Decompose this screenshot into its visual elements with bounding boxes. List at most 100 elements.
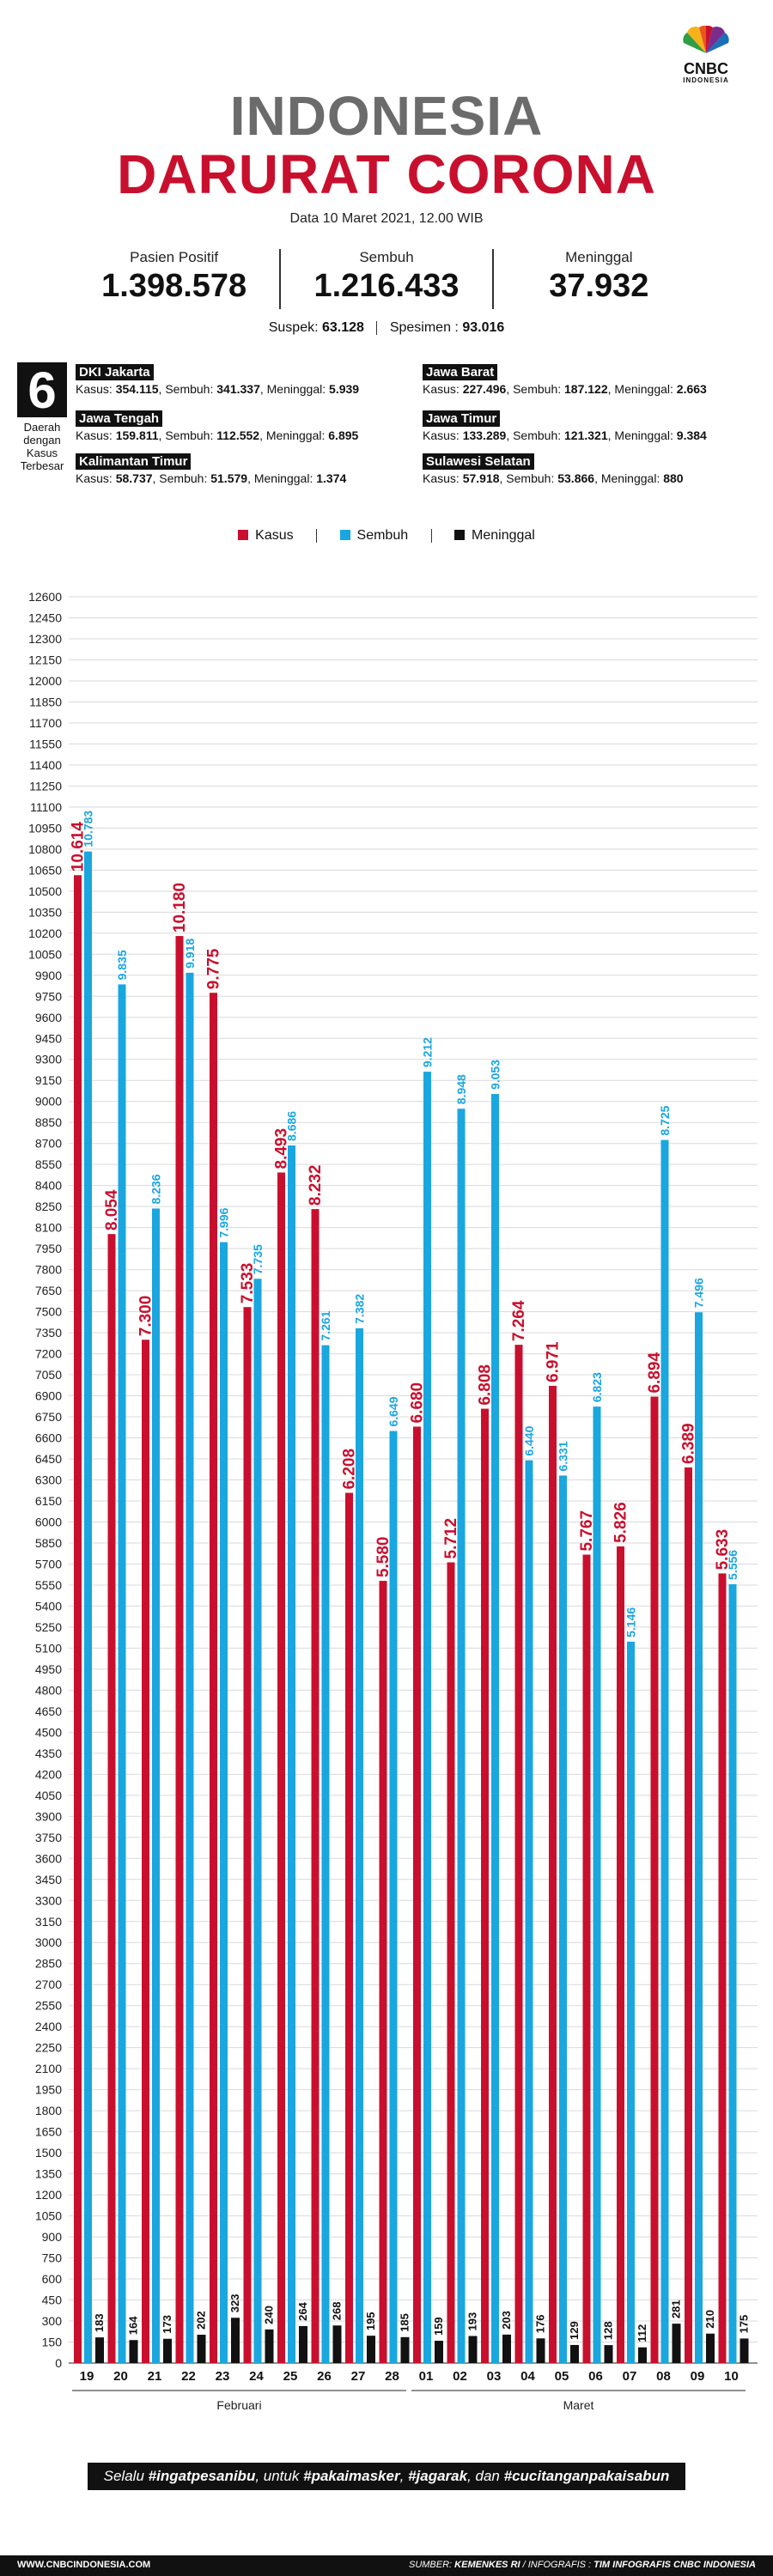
y-tick-label: 11850 bbox=[29, 695, 62, 708]
y-tick-label: 1950 bbox=[35, 2083, 62, 2097]
stat-label: Meninggal bbox=[565, 249, 633, 265]
month-label: Maret bbox=[563, 2398, 594, 2412]
bar-kasus bbox=[379, 1581, 387, 2363]
y-tick-label: 1650 bbox=[35, 2125, 62, 2139]
y-tick-label: 6150 bbox=[35, 1494, 62, 1508]
y-tick-label: 6300 bbox=[35, 1473, 62, 1487]
bar-meninggal bbox=[299, 2325, 307, 2363]
data-label-sembuh: 7.261 bbox=[319, 1310, 332, 1340]
y-tick-label: 8850 bbox=[35, 1115, 62, 1129]
data-date: Data 10 Maret 2021, 12.00 WIB bbox=[289, 211, 484, 226]
region-name: Jawa Tengah bbox=[76, 410, 163, 427]
data-label-sembuh: 10.783 bbox=[82, 811, 95, 848]
data-label-meninggal: 176 bbox=[534, 2315, 547, 2334]
bar-meninggal bbox=[706, 2333, 715, 2363]
bar-sembuh bbox=[491, 1094, 499, 2363]
banner-hashtag: #pakaimasker bbox=[303, 2468, 400, 2484]
bar-meninggal bbox=[163, 2338, 172, 2363]
footer: WWW.CNBCINDONESIA.COM SUMBER: KEMENKES R… bbox=[0, 2555, 773, 2576]
y-tick-label: 10950 bbox=[28, 821, 62, 835]
data-label-meninggal: 112 bbox=[636, 2324, 648, 2342]
x-tick-label: 19 bbox=[80, 2369, 94, 2384]
data-label-meninggal: 173 bbox=[161, 2315, 173, 2334]
y-tick-label: 450 bbox=[42, 2293, 63, 2307]
swatch-kasus bbox=[238, 530, 249, 540]
legend-label: Sembuh bbox=[356, 528, 409, 543]
y-tick-label: 9600 bbox=[35, 1011, 62, 1024]
region-item: Jawa Tengah Kasus: 159.811, Sembuh: 112.5… bbox=[76, 410, 358, 442]
data-label-kasus: 10.180 bbox=[171, 883, 189, 933]
bar-sembuh bbox=[695, 1312, 703, 2363]
data-label-meninggal: 195 bbox=[364, 2312, 377, 2330]
y-tick-label: 11700 bbox=[29, 716, 62, 730]
data-label-meninggal: 203 bbox=[500, 2311, 513, 2330]
chart-legend: Kasus Sembuh Meninggal bbox=[0, 528, 773, 544]
divider bbox=[376, 320, 378, 335]
bar-sembuh bbox=[288, 1145, 295, 2363]
data-label-kasus: 8.493 bbox=[273, 1128, 291, 1170]
y-tick-label: 4650 bbox=[35, 1704, 62, 1718]
title-line-2: DARURAT CORONA bbox=[117, 143, 656, 205]
bar-sembuh bbox=[525, 1460, 533, 2363]
y-tick-label: 0 bbox=[55, 2356, 62, 2370]
data-label-sembuh: 6.823 bbox=[590, 1372, 604, 1402]
x-tick-label: 24 bbox=[249, 2369, 264, 2384]
cnbc-logo: CNBC INDONESIA bbox=[672, 24, 740, 84]
x-tick-label: 26 bbox=[317, 2369, 332, 2384]
data-label-meninggal: 264 bbox=[296, 2301, 309, 2320]
bar-meninggal bbox=[435, 2341, 443, 2363]
bar-meninggal bbox=[740, 2338, 749, 2363]
data-label-meninggal: 202 bbox=[195, 2311, 208, 2330]
stat-positif: Pasien Positif 1.398.578 bbox=[69, 249, 279, 309]
bar-sembuh bbox=[356, 1327, 363, 2363]
y-tick-label: 3750 bbox=[35, 1831, 62, 1844]
suspek-label: Suspek: bbox=[268, 320, 319, 335]
bar-meninggal bbox=[95, 2337, 104, 2363]
y-tick-label: 900 bbox=[42, 2230, 63, 2244]
data-label-meninggal: 159 bbox=[432, 2317, 445, 2336]
x-tick-label: 07 bbox=[623, 2369, 637, 2384]
data-label-sembuh: 6.440 bbox=[522, 1425, 536, 1455]
region-item: Jawa Timur Kasus: 133.289, Sembuh: 121.32… bbox=[423, 410, 707, 442]
bar-kasus bbox=[582, 1554, 591, 2363]
y-tick-label: 6450 bbox=[35, 1452, 62, 1466]
bar-kasus bbox=[718, 1573, 727, 2363]
data-label-kasus: 10.614 bbox=[70, 822, 88, 872]
region-name: Kalimantan Timur bbox=[76, 453, 192, 470]
legend-item-kasus: Kasus bbox=[238, 528, 294, 544]
data-label-sembuh: 7.382 bbox=[353, 1294, 367, 1324]
bar-sembuh bbox=[728, 1583, 737, 2363]
y-tick-label: 5250 bbox=[35, 1620, 62, 1634]
y-tick-label: 7650 bbox=[35, 1284, 62, 1297]
y-tick-label: 7950 bbox=[35, 1242, 62, 1255]
y-tick-label: 9150 bbox=[35, 1073, 62, 1087]
legend-item-sembuh: Sembuh bbox=[339, 528, 409, 544]
x-tick-label: 06 bbox=[588, 2369, 603, 2384]
data-label-meninggal: 193 bbox=[466, 2312, 479, 2331]
stat-sembuh: Sembuh 1.216.433 bbox=[279, 249, 491, 309]
data-label-kasus: 7.300 bbox=[137, 1296, 155, 1337]
banner-hashtag: #jagarak bbox=[408, 2468, 468, 2484]
y-tick-label: 6600 bbox=[35, 1431, 62, 1445]
y-tick-label: 4500 bbox=[35, 1725, 62, 1739]
region-name: Jawa Timur bbox=[423, 410, 501, 427]
bar-meninggal bbox=[604, 2345, 613, 2363]
bar-kasus bbox=[277, 1172, 285, 2363]
logo-name: CNBC bbox=[684, 60, 728, 77]
bar-sembuh bbox=[84, 851, 92, 2363]
y-tick-label: 2850 bbox=[35, 1957, 62, 1971]
y-tick-label: 1350 bbox=[35, 2167, 62, 2181]
message-banner: Selalu #ingatpesanibu, untuk #pakaimaske… bbox=[88, 2463, 685, 2490]
region-stats: Kasus: 57.918, Sembuh: 53.866, Meninggal… bbox=[423, 471, 684, 485]
y-tick-label: 9900 bbox=[35, 969, 62, 982]
y-tick-label: 3450 bbox=[35, 1873, 62, 1886]
data-label-kasus: 5.633 bbox=[714, 1529, 732, 1571]
bar-kasus bbox=[311, 1209, 320, 2363]
data-label-kasus: 5.826 bbox=[612, 1502, 630, 1543]
footer-info-label: INFOGRAFIS : bbox=[527, 2560, 592, 2570]
logo-sub: INDONESIA bbox=[683, 76, 729, 84]
bar-sembuh bbox=[627, 1641, 635, 2363]
y-tick-label: 11250 bbox=[29, 779, 62, 793]
stat-value: 1.398.578 bbox=[101, 268, 247, 304]
banner-text: , bbox=[399, 2468, 405, 2484]
